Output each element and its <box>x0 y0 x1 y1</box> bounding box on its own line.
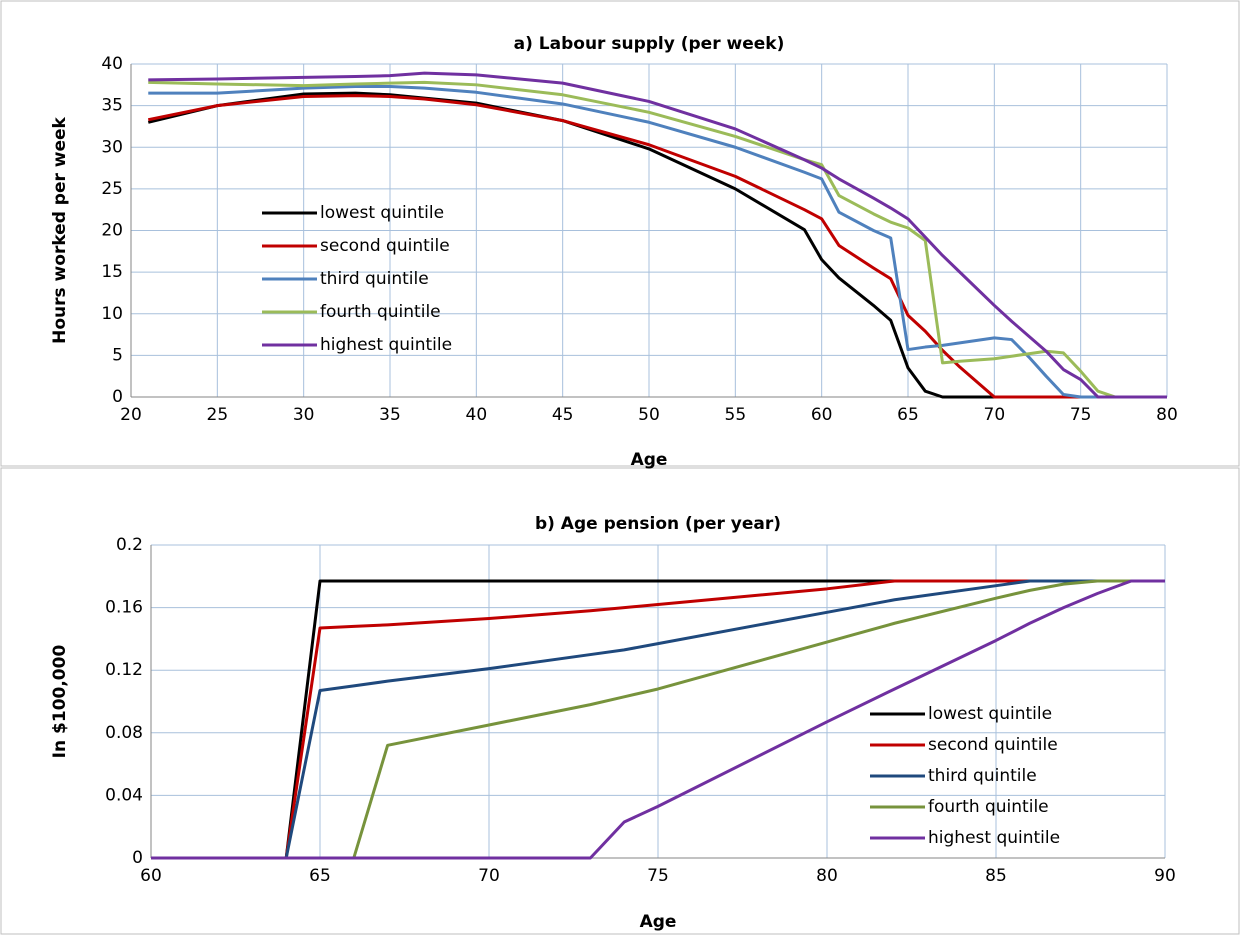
legend-label: third quintile <box>928 766 1037 786</box>
x-tick-label: 50 <box>638 405 660 425</box>
x-tick-label: 60 <box>811 405 833 425</box>
x-axis-label: Age <box>631 450 668 470</box>
x-tick-label: 65 <box>897 405 919 425</box>
y-tick-label: 40 <box>101 54 123 74</box>
y-tick-label: 0.12 <box>105 660 143 680</box>
legend-label: third quintile <box>320 269 429 289</box>
y-tick-label: 0.04 <box>105 785 143 805</box>
y-axis-label: In $100,000 <box>50 645 70 759</box>
panel-frame <box>0 467 1240 935</box>
x-tick-label: 25 <box>207 405 229 425</box>
x-tick-label: 60 <box>140 866 162 886</box>
y-tick-label: 0.08 <box>105 723 143 743</box>
y-tick-label: 10 <box>101 304 123 324</box>
legend-label: fourth quintile <box>928 797 1049 817</box>
legend-label: highest quintile <box>320 335 452 355</box>
x-axis-label: Age <box>640 912 677 932</box>
legend-label: highest quintile <box>928 828 1060 848</box>
data-line <box>148 84 1167 399</box>
x-tick-label: 55 <box>725 405 747 425</box>
y-tick-label: 5 <box>112 345 123 365</box>
legend-label: lowest quintile <box>928 704 1052 724</box>
y-tick-label: 0.2 <box>116 535 143 555</box>
chart-title: b) Age pension (per year) <box>535 514 781 534</box>
x-tick-label: 85 <box>985 866 1007 886</box>
x-tick-label: 40 <box>466 405 488 425</box>
y-tick-label: 15 <box>101 262 123 282</box>
legend-label: lowest quintile <box>320 203 444 223</box>
x-tick-label: 30 <box>293 405 315 425</box>
x-tick-label: 70 <box>984 405 1006 425</box>
panel-frame <box>0 0 1240 467</box>
x-tick-label: 75 <box>647 866 669 886</box>
x-tick-label: 35 <box>379 405 401 425</box>
x-tick-label: 80 <box>816 866 838 886</box>
data-line <box>148 71 1167 399</box>
x-tick-label: 80 <box>1156 405 1178 425</box>
data-line <box>148 80 1167 399</box>
x-tick-label: 45 <box>552 405 574 425</box>
chart-title: a) Labour supply (per week) <box>514 34 785 54</box>
x-tick-label: 20 <box>120 405 142 425</box>
legend-label: second quintile <box>928 735 1058 755</box>
y-tick-label: 35 <box>101 96 123 116</box>
y-tick-label: 30 <box>101 137 123 157</box>
data-line <box>151 579 1165 860</box>
x-tick-label: 70 <box>478 866 500 886</box>
x-tick-label: 90 <box>1154 866 1176 886</box>
data-line <box>147 94 1167 399</box>
x-tick-label: 65 <box>309 866 331 886</box>
y-tick-label: 25 <box>101 179 123 199</box>
y-tick-label: 0 <box>112 387 123 407</box>
data-line <box>151 579 1165 860</box>
x-tick-label: 75 <box>1070 405 1092 425</box>
y-tick-label: 20 <box>101 221 123 241</box>
legend-label: fourth quintile <box>320 302 441 322</box>
y-tick-label: 0 <box>132 848 143 868</box>
y-axis-label: Hours worked per week <box>50 116 70 343</box>
y-tick-label: 0.16 <box>105 598 143 618</box>
legend-label: second quintile <box>320 236 450 256</box>
